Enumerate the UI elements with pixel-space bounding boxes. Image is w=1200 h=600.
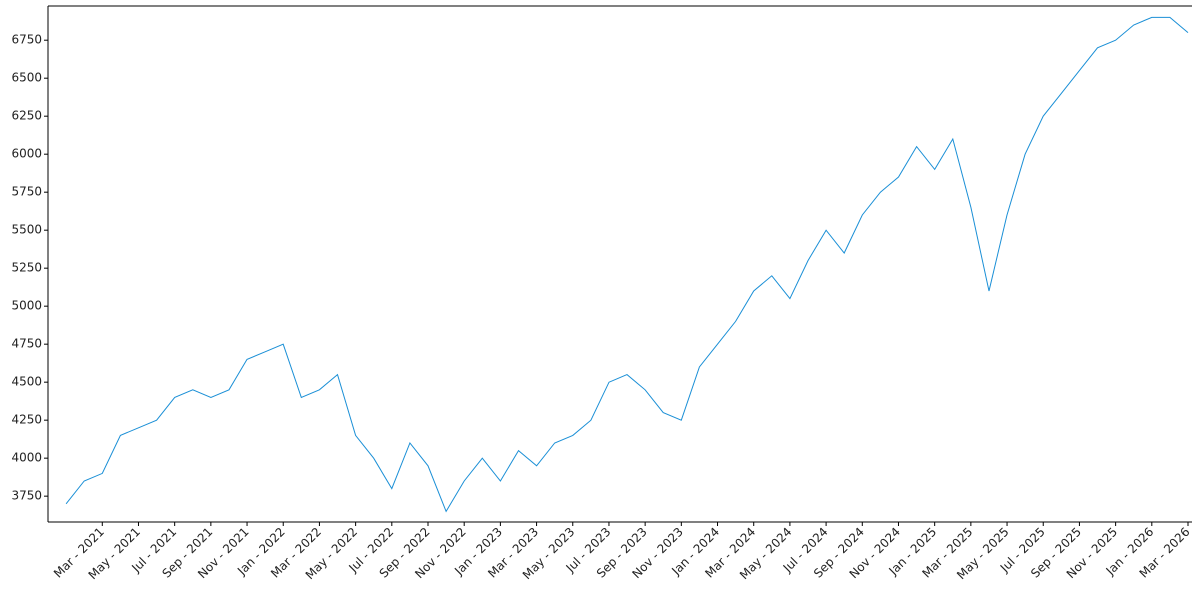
y-tick-label: 6750 — [11, 33, 42, 47]
y-tick-label: 5750 — [11, 185, 42, 199]
y-tick-label: 5250 — [11, 261, 42, 275]
y-tick-label: 6250 — [11, 109, 42, 123]
y-tick-label: 6000 — [11, 147, 42, 161]
y-tick-label: 5500 — [11, 223, 42, 237]
y-tick-label: 6500 — [11, 71, 42, 85]
line-series — [65, 16, 1189, 513]
y-tick-label: 5000 — [11, 299, 42, 313]
y-tick-label: 4750 — [11, 337, 42, 351]
y-tick-label: 3750 — [11, 489, 42, 503]
y-tick-label: 4000 — [11, 451, 42, 465]
y-tick-label: 4500 — [11, 375, 42, 389]
y-tick-label: 4250 — [11, 413, 42, 427]
